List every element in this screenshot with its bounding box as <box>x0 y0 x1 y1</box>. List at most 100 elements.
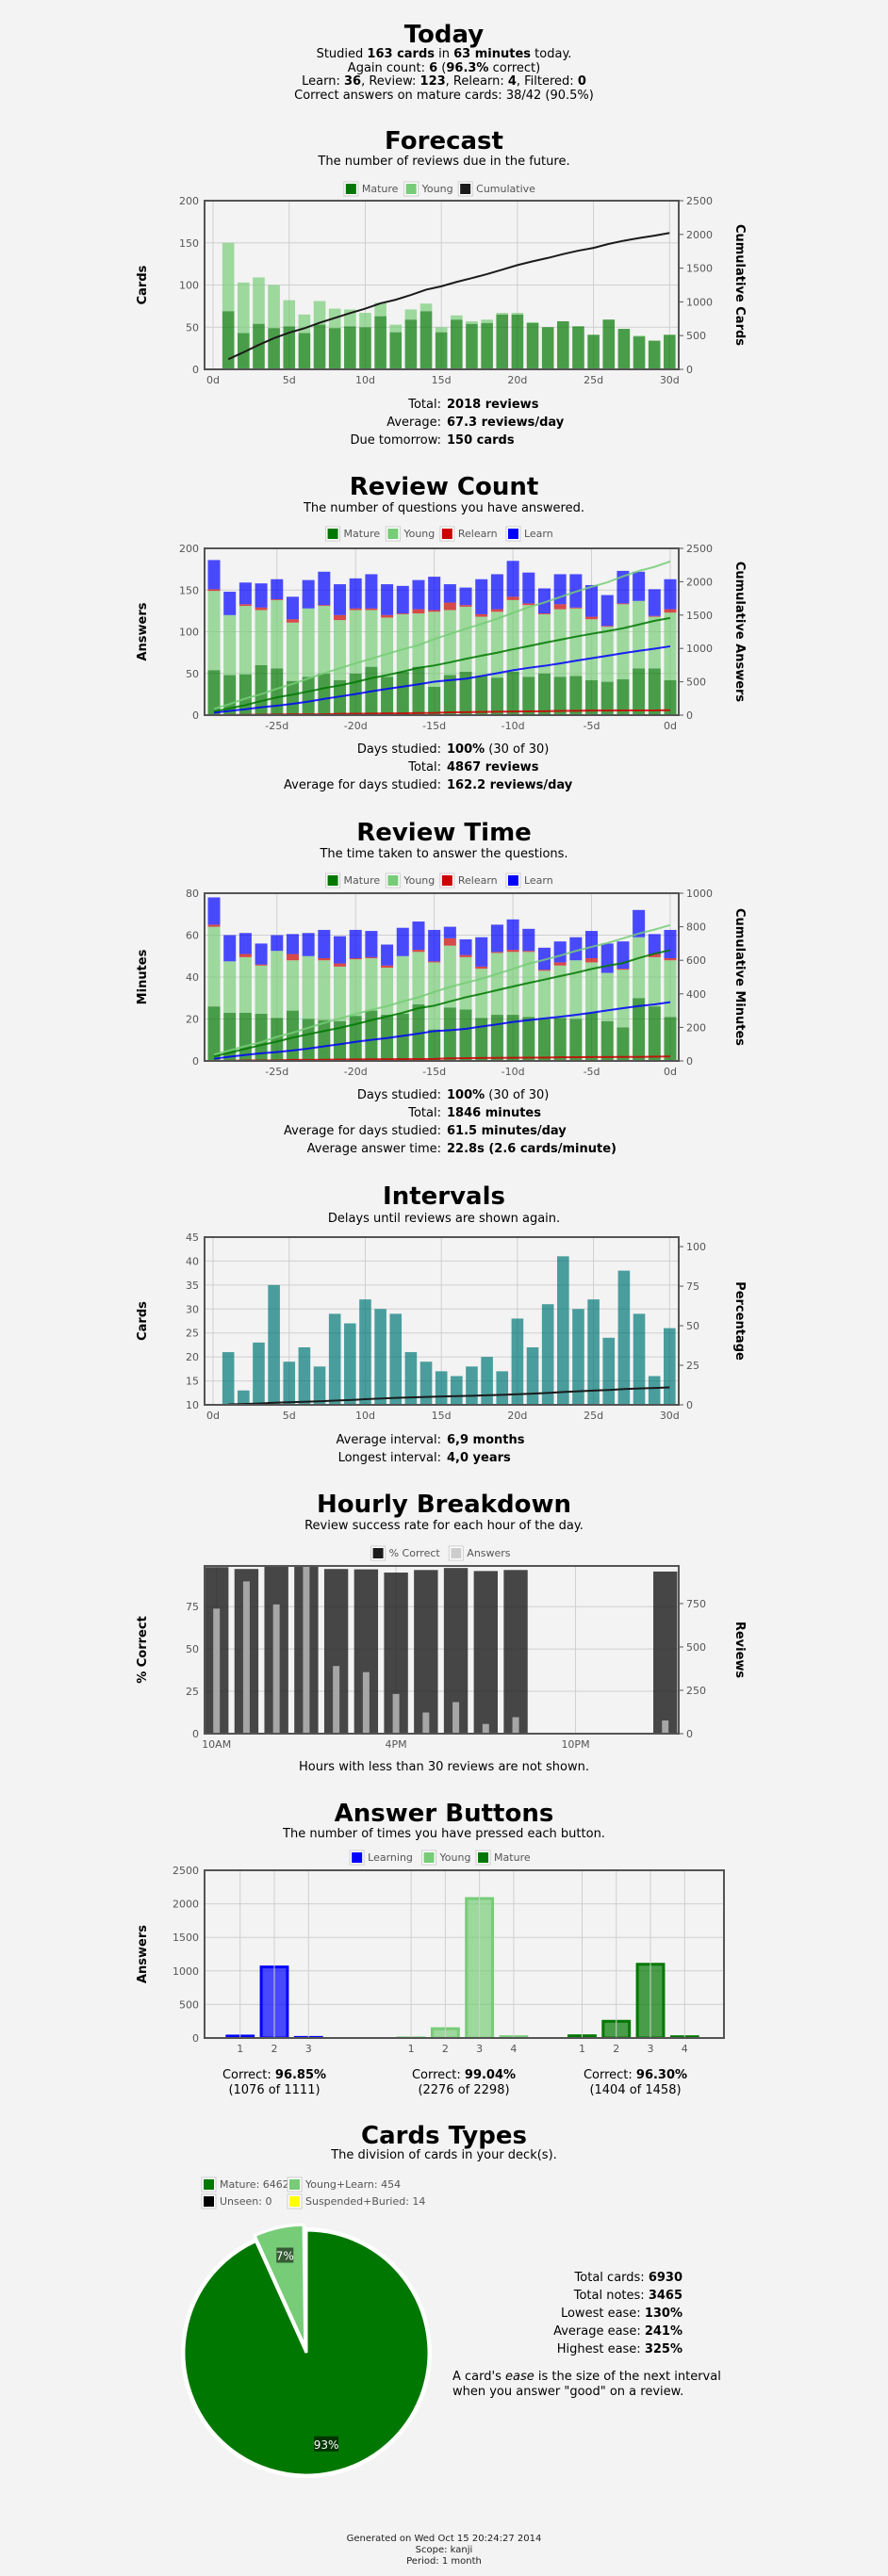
stat-label: Total: <box>408 1106 441 1120</box>
x-tick-label: -20d <box>344 720 368 732</box>
bar-young <box>286 960 299 1011</box>
text-segment: 4,0 years <box>447 1451 511 1465</box>
intervals-subtitle: Delays until reviews are shown again. <box>327 1212 561 1226</box>
bar-mature <box>572 326 584 369</box>
stat-label: Average: <box>386 416 441 430</box>
y-tick-label: 50 <box>186 1643 199 1655</box>
text-segment: , Relearn: <box>445 74 508 89</box>
legend-swatch <box>387 875 399 886</box>
pie-slice-mature <box>182 2228 431 2477</box>
stat-value: 1846 minutes <box>444 1104 888 1122</box>
bar-young <box>223 614 237 676</box>
x-tick-label: -20d <box>344 1066 368 1078</box>
x-tick-label: 1 <box>408 2043 415 2055</box>
bar-mature <box>318 1019 331 1061</box>
bar-cards <box>466 1366 478 1405</box>
text-segment: 63 minutes <box>453 47 532 61</box>
bar-learn <box>664 929 677 958</box>
plot-area <box>207 897 677 1061</box>
bar-mature <box>451 319 463 369</box>
forecast-stats: Total: 2018 reviews Average: 67.3 reviews/d… <box>0 396 888 449</box>
y-tick-label: 0 <box>192 709 199 722</box>
plot-border <box>204 1565 680 1735</box>
bar-learn <box>522 928 535 952</box>
scope: Scope: kanji <box>415 2545 473 2555</box>
y-tick-label: 50 <box>186 668 199 680</box>
y2-tick-label: 750 <box>686 1598 706 1610</box>
bar-relearn <box>617 603 630 605</box>
y2-tick-label: 100 <box>686 1241 706 1253</box>
bar-young <box>207 591 221 671</box>
bar-learn <box>617 570 630 604</box>
bar-mature <box>617 329 631 369</box>
review-time-stats: Days studied: 100% (30 of 30) Total: 1846 m… <box>0 1086 888 1158</box>
legend-item-young: Young <box>385 526 435 542</box>
plot-area <box>207 560 677 715</box>
legend-swatch <box>372 1548 384 1558</box>
y2-tick-label: 0 <box>686 1728 693 1740</box>
y2-tick-label: 50 <box>686 1320 699 1332</box>
correct-count: (2276 of 2298) <box>418 2083 510 2097</box>
x-tick-label: 20d <box>507 1410 527 1422</box>
x-tick-label: 2 <box>271 2043 277 2055</box>
bar-mature <box>569 676 583 715</box>
text-segment: Highest ease: <box>556 2342 645 2356</box>
bar-cards <box>526 1346 539 1405</box>
stat-label: Average interval: <box>336 1433 441 1447</box>
text-segment: , Review: <box>361 74 420 89</box>
bar-young <box>381 617 394 677</box>
legend-label: Relearn <box>458 874 498 887</box>
bar-young <box>349 610 362 674</box>
ease-note-line: A card's ease is the size of the next in… <box>452 2370 754 2385</box>
bar-mature <box>404 319 418 369</box>
bar-mature <box>490 1015 503 1061</box>
bar-learn <box>537 588 551 614</box>
bar-young <box>283 300 296 327</box>
card-stats: Total cards: 6930 Total notes: 3465 Lowe… <box>471 2269 682 2358</box>
bar-relearn <box>553 604 567 610</box>
cumulative-line-mature <box>213 616 671 713</box>
footer: Generated on Wed Oct 15 20:24:27 2014 Sc… <box>0 2534 888 2568</box>
plot-area <box>222 1256 676 1405</box>
bar-mature <box>569 1019 583 1061</box>
bar-learn <box>207 897 221 925</box>
bar-mature <box>271 1018 284 1061</box>
bar-relearn <box>506 950 519 953</box>
legend-label: Learn <box>524 528 553 540</box>
bar-learn <box>238 933 252 954</box>
stat-label: Average answer time: <box>306 1142 441 1156</box>
plot-border <box>204 1869 725 2039</box>
text-segment: Lowest ease: <box>560 2307 645 2321</box>
stat-value: 4867 reviews <box>444 758 888 776</box>
legend-label: Cumulative <box>476 183 535 195</box>
bar-mature <box>396 671 409 715</box>
text-segment: 96.85% <box>274 2068 327 2082</box>
plot-area <box>222 232 676 369</box>
bar-young <box>435 327 448 333</box>
bar-mature <box>359 327 371 369</box>
bar-young <box>585 962 599 1013</box>
text-segment: Learn: <box>302 74 344 89</box>
y2-tick-label: 800 <box>686 921 706 934</box>
legend-swatch <box>352 1852 363 1863</box>
bar-young <box>313 301 326 325</box>
cumulative-line-learn <box>213 1001 671 1060</box>
bar-mature <box>428 686 441 715</box>
bar-answers <box>452 1702 460 1734</box>
text-segment: in <box>435 47 454 61</box>
bar-young <box>349 959 362 1017</box>
ease-note: A card's ease is the size of the next in… <box>452 2370 754 2400</box>
bar-young <box>238 956 252 1013</box>
y-tick-label: 15 <box>186 1376 199 1388</box>
bar-mature <box>633 998 646 1061</box>
y2-axis-label: Cumulative Answers <box>732 562 747 703</box>
bar-learn <box>600 595 614 627</box>
text-segment: 2018 reviews <box>447 398 539 412</box>
bar-relearn <box>286 619 299 623</box>
bar-cards <box>496 1371 509 1405</box>
bar-mature <box>334 679 347 715</box>
y-axis-label: Cards <box>136 1301 150 1341</box>
bar-answers <box>242 1581 250 1734</box>
stat-label: Total: <box>408 398 441 412</box>
